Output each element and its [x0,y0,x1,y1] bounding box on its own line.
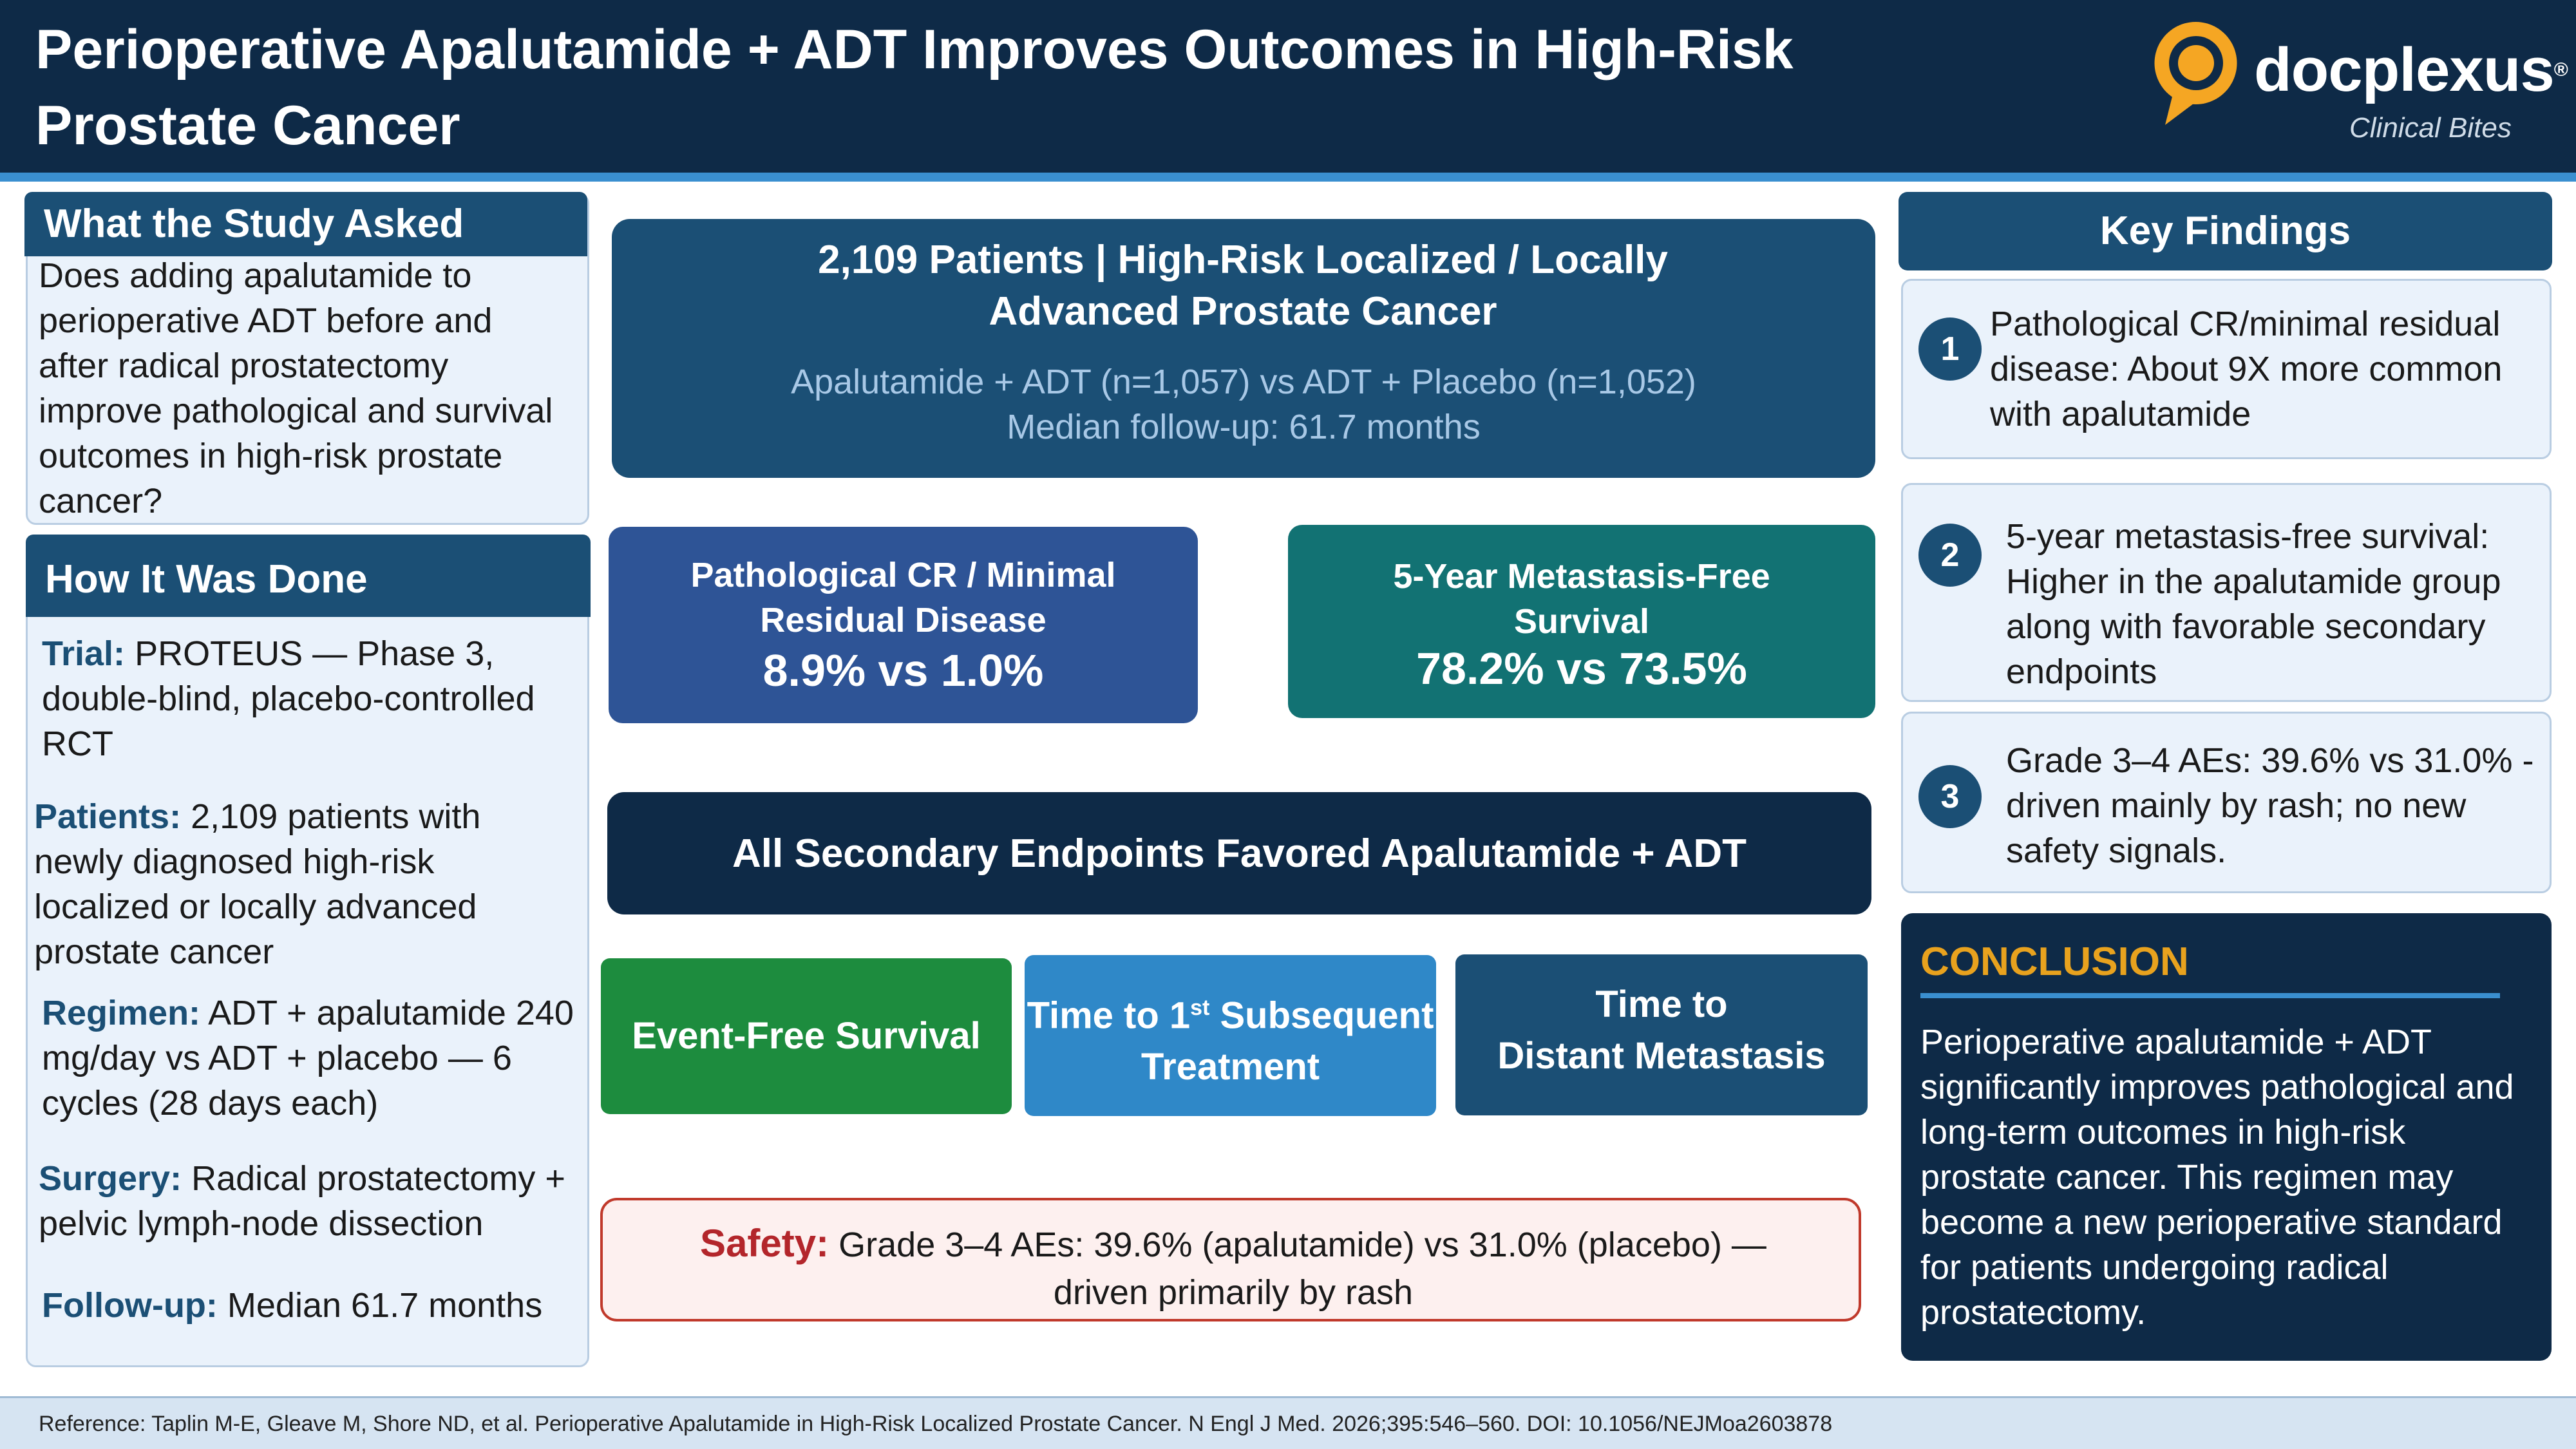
key-finding-1: 1 Pathological CR/minimal residual disea… [1901,279,2552,459]
finding-text: 5-year metastasis-free survival: Higher … [2006,517,2501,691]
stat-pcr-value: 8.9% vs 1.0% [762,645,1044,696]
footer-bar: Reference: Taplin M-E, Gleave M, Shore N… [0,1396,2576,1449]
stat-pcr-label: Pathological CR / Minimal Residual Disea… [690,556,1116,639]
endpoint-ttdm-line1: Time to [1595,983,1728,1025]
endpoint-event-free-survival: Event-Free Survival [601,958,1012,1114]
methods-regimen: Regimen: ADT + apalutamide 240 mg/day vs… [42,994,574,1122]
header-bar: Perioperative Apalutamide + ADT Improves… [0,0,2576,173]
methods-trial: Trial: PROTEUS — Phase 3, double-blind, … [42,634,535,763]
safety-box: Safety: Grade 3–4 AEs: 39.6% (apalutamid… [600,1198,1861,1321]
finding-text: Grade 3–4 AEs: 39.6% vs 31.0% - driven m… [2006,741,2534,870]
reference-text: Reference: Taplin M-E, Gleave M, Shore N… [39,1412,1833,1436]
safety-text: Safety: Grade 3–4 AEs: 39.6% (apalutamid… [700,1222,1766,1312]
conclusion-panel: CONCLUSION Perioperative apalutamide + A… [1901,913,2552,1361]
methods-heading: How It Was Done [26,535,591,617]
page-title: Perioperative Apalutamide + ADT Improves… [35,19,1794,156]
endpoint-efs-label: Event-Free Survival [632,1015,981,1057]
overview-box: 2,109 Patients | High-Risk Localized / L… [612,219,1875,478]
finding-number-badge: 2 [1918,524,1982,587]
conclusion-divider [1920,993,2500,998]
logo-pin-icon [2154,22,2237,125]
endpoint-ttdm-line2: Distant Metastasis [1497,1035,1826,1077]
stat-mfs-value: 78.2% vs 73.5% [1416,643,1747,694]
logo-wordmark: docplexus [2254,35,2555,104]
logo-subtitle: Clinical Bites [2349,112,2512,144]
overview-arms: Apalutamide + ADT (n=1,057) vs ADT + Pla… [791,363,1696,401]
stat-mfs-label: 5-Year Metastasis-Free Survival [1393,557,1770,641]
finding-text: Pathological CR/minimal residual disease… [1990,305,2503,433]
overview-followup: Median follow-up: 61.7 months [1007,408,1481,446]
conclusion-text: Perioperative apalutamide + ADT signific… [1920,1023,2514,1332]
endpoint-time-to-subsequent-treatment: Time to 1st Subsequent Treatment [1025,955,1436,1116]
study-question-text: Does adding apalutamide to perioperative… [39,256,553,520]
methods-panel [26,538,589,1367]
secondary-endpoints-banner: All Secondary Endpoints Favored Apalutam… [607,792,1871,914]
key-finding-3: 3 Grade 3–4 AEs: 39.6% vs 31.0% - driven… [1901,712,2552,893]
methods-patients: Patients: 2,109 patients with newly diag… [34,797,481,971]
finding-number-badge: 3 [1918,765,1982,828]
logo-registered-mark: ® [2553,59,2568,80]
stat-box-pcr: Pathological CR / Minimal Residual Disea… [609,527,1198,723]
endpoint-tst-label: Time to 1st Subsequent Treatment [1027,994,1434,1088]
safety-label: Safety: [700,1222,829,1265]
key-findings-heading: Key Findings [1899,192,2552,270]
docplexus-logo: docplexus® Clinical Bites [2151,15,2568,157]
conclusion-heading: CONCLUSION [1920,940,2189,984]
secondary-endpoints-title: All Secondary Endpoints Favored Apalutam… [732,831,1747,876]
finding-number-badge: 1 [1918,317,1982,381]
key-finding-2: 2 5-year metastasis-free survival: Highe… [1901,483,2552,702]
methods-surgery: Surgery: Radical prostatectomy + pelvic … [39,1159,565,1243]
endpoint-time-to-distant-metastasis: Time to Distant Metastasis [1455,954,1868,1115]
methods-followup: Follow-up: Median 61.7 months [42,1286,543,1325]
stat-box-mfs: 5-Year Metastasis-Free Survival 78.2% vs… [1288,525,1875,718]
overview-title: 2,109 Patients | High-Risk Localized / L… [818,238,1668,334]
study-question-heading: What the Study Asked [24,192,587,256]
header-stripe [0,173,2576,182]
